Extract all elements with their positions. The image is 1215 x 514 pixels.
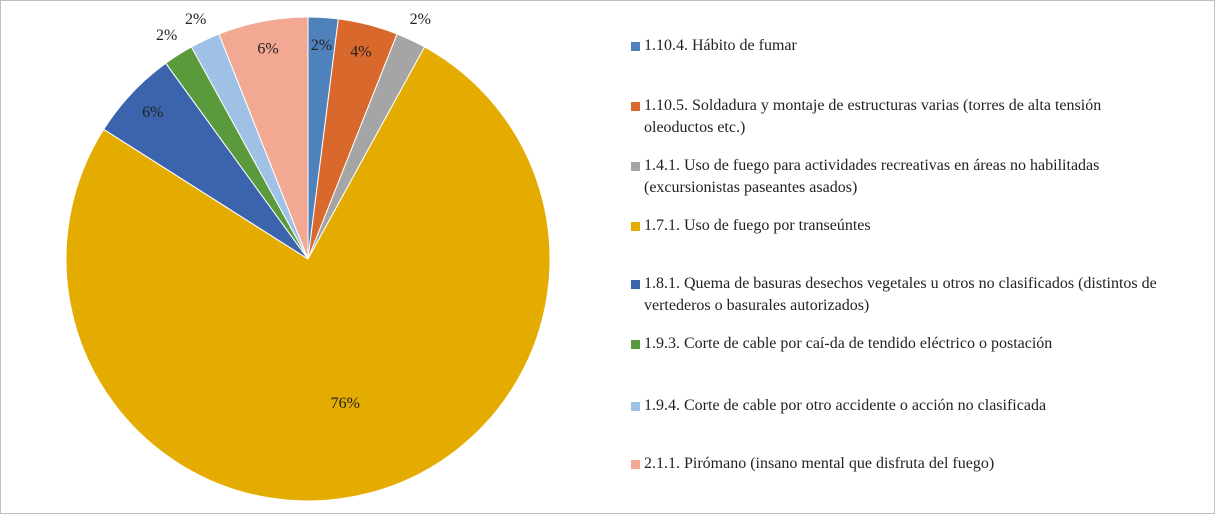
data-label: 2% — [410, 11, 431, 28]
legend-swatch — [631, 162, 640, 171]
legend-label: 1.7.1. Uso de fuego por transeúntes — [644, 217, 871, 234]
legend-item: 1.8.1. Quema de basuras desechos vegetal… — [631, 273, 1171, 317]
legend-item: 2.1.1. Pirómano (insano mental que disfr… — [631, 453, 1171, 475]
legend-swatch — [631, 222, 640, 231]
legend-item: 1.9.4. Corte de cable por otro accidente… — [631, 395, 1171, 417]
legend-swatch — [631, 42, 640, 51]
legend-label: 2.1.1. Pirómano (insano mental que disfr… — [644, 455, 995, 472]
legend-item: 1.10.5. Soldadura y montaje de estructur… — [631, 95, 1171, 139]
legend-swatch — [631, 280, 640, 289]
legend-label: 1.8.1. Quema de basuras desechos vegetal… — [644, 275, 1157, 314]
pie-slice — [65, 46, 551, 502]
legend-item: 1.7.1. Uso de fuego por transeúntes — [631, 215, 1171, 237]
legend-item: 1.9.3. Corte de cable por caí-da de tend… — [631, 333, 1171, 355]
pie-slice — [218, 16, 309, 260]
data-label: 2% — [311, 37, 332, 54]
legend-swatch — [631, 340, 640, 349]
legend-swatch — [631, 460, 640, 469]
pie: 2% 4% 2% 76% 6% 2% 2% 6% — [65, 11, 551, 502]
legend-label: 1.4.1. Uso de fuego para actividades rec… — [644, 157, 1100, 196]
legend-label: 1.10.4. Hábito de fumar — [644, 37, 797, 54]
data-label: 4% — [350, 43, 371, 60]
legend-item: 1.4.1. Uso de fuego para actividades rec… — [631, 155, 1171, 199]
legend-label: 1.9.4. Corte de cable por otro accidente… — [644, 397, 1047, 414]
data-label: 6% — [257, 40, 278, 57]
data-label: 2% — [185, 11, 206, 28]
legend-swatch — [631, 402, 640, 411]
legend-label: 1.9.3. Corte de cable por caí-da de tend… — [644, 335, 1053, 352]
data-label: 2% — [156, 27, 177, 44]
legend-item: 1.10.4. Hábito de fumar — [631, 35, 1171, 57]
data-label: 6% — [142, 104, 163, 121]
legend-swatch — [631, 102, 640, 111]
data-label: 76% — [331, 395, 360, 412]
legend-label: 1.10.5. Soldadura y montaje de estructur… — [644, 97, 1102, 136]
